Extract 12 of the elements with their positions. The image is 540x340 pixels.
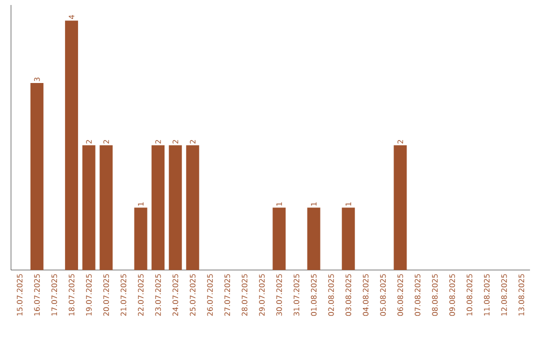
bar (100, 145, 113, 270)
bar (342, 208, 355, 270)
bar (307, 208, 320, 270)
bar (134, 208, 148, 270)
bar (272, 208, 286, 270)
bar (30, 82, 44, 270)
bar (152, 145, 165, 270)
bar (82, 145, 96, 270)
bar (394, 145, 407, 270)
bar (168, 145, 182, 270)
bar (65, 20, 78, 270)
bar (186, 145, 200, 270)
